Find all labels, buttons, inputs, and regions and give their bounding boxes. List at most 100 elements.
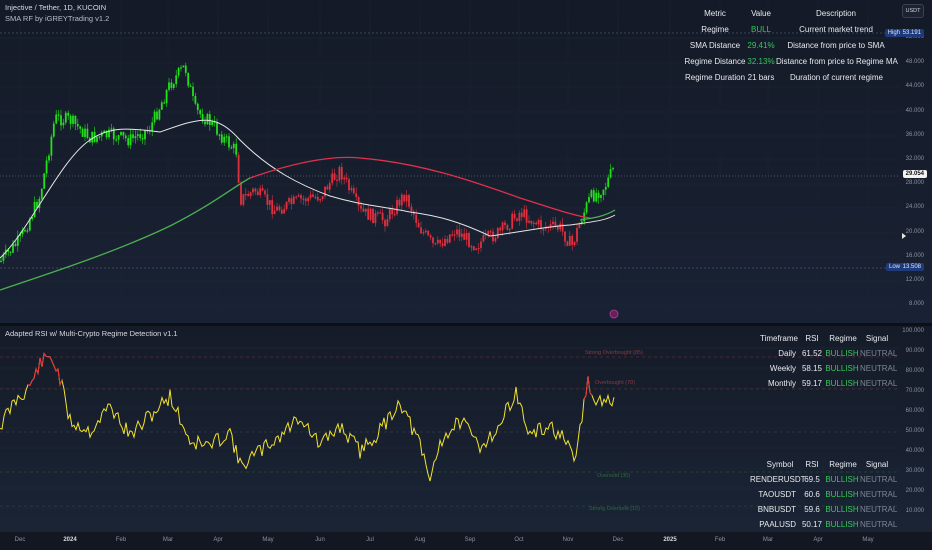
regime-ma-bull-segment <box>579 209 616 221</box>
candle-body <box>343 177 346 180</box>
tf-signal: NEUTRAL <box>860 349 898 358</box>
time-axis-label: 2024 <box>63 537 77 543</box>
metric-value: 29.41% <box>747 41 775 50</box>
candle-body <box>81 128 84 137</box>
candle-body <box>508 228 511 231</box>
candle-body <box>228 136 230 148</box>
candle-body <box>276 206 278 211</box>
price-scale-label: 48.000 <box>905 59 924 65</box>
price-chart-canvas[interactable] <box>0 0 932 323</box>
high-badge-value: 53.191 <box>899 29 924 37</box>
metric-value: 21 bars <box>747 73 775 82</box>
metric-description: Distance from price to Regime MA <box>776 57 898 66</box>
candle-body <box>338 166 341 181</box>
candle-body <box>542 229 545 231</box>
sym-regime: BULLISH <box>825 505 859 514</box>
candle-body <box>458 229 461 237</box>
sym-regime: BULLISH <box>825 490 859 499</box>
rsi-level-label: Oversold (30) <box>597 473 630 479</box>
candle-body <box>566 241 569 246</box>
candle-body <box>537 219 540 225</box>
candle-body <box>69 115 72 124</box>
sym-name: RENDERUSDT <box>750 475 806 484</box>
candle-body <box>417 222 420 228</box>
tf-header-regime: Regime <box>829 334 857 343</box>
price-scale-label: 20.000 <box>905 229 924 235</box>
candle-body <box>504 222 506 225</box>
candle-body <box>223 136 226 143</box>
rsi-pane[interactable]: Strong Overbought (85) Overbought (70) Ove… <box>0 326 932 532</box>
candle-body <box>240 182 242 205</box>
candle-body <box>67 112 70 116</box>
candle-body <box>120 131 122 136</box>
candle-body <box>590 190 593 197</box>
candle-body <box>333 173 336 180</box>
time-axis[interactable]: Dec 2024 Feb Mar Apr May Jun Jul Aug Sep Oct Nov Dec… <box>0 532 932 550</box>
metrics-header-value: Value <box>751 9 771 18</box>
currency-button[interactable]: USDT <box>902 4 924 18</box>
tf-rsi: 58.15 <box>801 364 823 373</box>
candle-body <box>489 231 492 233</box>
regime-ma-bear-segment <box>249 156 591 219</box>
candle-body <box>475 248 478 250</box>
scroll-marker-icon[interactable] <box>902 233 906 239</box>
candle-body <box>451 234 454 236</box>
candle-body <box>254 188 257 192</box>
candle-body <box>237 154 240 183</box>
rsi-scale-label: 10.000 <box>905 508 924 514</box>
indicator-label[interactable]: SMA RF by iGREYTrading v1.2 <box>5 14 110 23</box>
rsi-chart-canvas[interactable]: Strong Overbought (85) Overbought (70) Ove… <box>0 326 932 532</box>
candle-body <box>194 95 197 104</box>
metric-value: BULL <box>750 25 771 34</box>
candle-body <box>177 67 180 76</box>
metric-name: SMA Distance <box>689 41 741 50</box>
symbol-title[interactable]: Injective / Tether, 1D, KUCOIN <box>5 3 107 12</box>
sym-regime: BULLISH <box>825 520 859 529</box>
candle-body <box>43 173 46 189</box>
candle-body <box>552 221 554 225</box>
candle-body <box>364 208 367 212</box>
replay-marker-icon[interactable] <box>609 309 619 319</box>
candle-body <box>328 183 331 190</box>
candle-body <box>9 251 12 253</box>
tf-signal: NEUTRAL <box>860 364 898 373</box>
candle-body <box>369 208 372 220</box>
candle-body <box>184 65 187 73</box>
price-chart-pane[interactable]: Injective / Tether, 1D, KUCOIN SMA RF by… <box>0 0 932 323</box>
candle-body <box>163 102 166 104</box>
candle-body <box>132 134 134 139</box>
candle-body <box>597 192 600 198</box>
candle-body <box>247 193 250 197</box>
candle-body <box>192 86 194 96</box>
candle-body <box>520 212 523 217</box>
tf-header-timeframe: Timeframe <box>760 334 798 343</box>
candle-body <box>261 188 264 191</box>
candle-body <box>350 188 353 191</box>
rsi-indicator-title[interactable]: Adapted RSI w/ Multi-Crypto Regime Detec… <box>5 329 178 338</box>
sym-rsi: 50.17 <box>801 520 823 529</box>
rsi-overbought-segment <box>27 352 63 387</box>
candle-body <box>48 155 50 161</box>
candle-body <box>432 237 434 244</box>
rsi-scale-label: 30.000 <box>905 468 924 474</box>
time-axis-label: May <box>862 537 874 543</box>
candle-body <box>139 134 142 138</box>
candle-body <box>484 234 487 236</box>
pane-separator[interactable] <box>0 323 932 326</box>
time-axis-label: Aug <box>414 537 426 543</box>
metrics-header-description: Description <box>815 9 856 18</box>
tf-signal: NEUTRAL <box>860 379 898 388</box>
candle-body <box>592 190 595 202</box>
sym-signal: NEUTRAL <box>860 520 898 529</box>
time-axis-label: Jul <box>366 537 374 543</box>
candle-body <box>326 186 329 190</box>
sym-rsi: 60.6 <box>804 490 820 499</box>
candle-body <box>612 167 614 170</box>
candle-body <box>156 111 158 120</box>
current-price-badge: 29.054 <box>902 170 927 178</box>
price-scale-label: 16.000 <box>905 253 924 259</box>
candle-body <box>372 208 374 224</box>
candle-body <box>62 122 65 126</box>
candle-body <box>352 188 355 194</box>
candle-body <box>201 114 204 122</box>
